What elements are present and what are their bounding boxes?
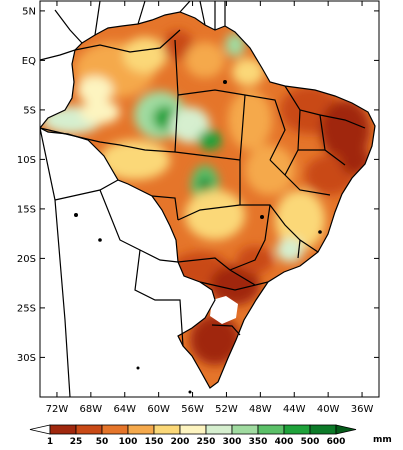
longitude-axis: 72W 68W 64W 60W 56W 52W 48W 44W 40W 36W xyxy=(46,1,374,415)
lon-tick-label: 56W xyxy=(181,404,204,415)
colorbar-label: 600 xyxy=(327,437,346,447)
map-frame xyxy=(39,0,380,398)
colorbar-swatch xyxy=(309,424,337,435)
lat-tick-label: 15S xyxy=(17,204,36,215)
lon-tick-label: 36W xyxy=(351,404,374,415)
lat-tick-label: 30S xyxy=(17,353,36,364)
latitude-axis: 5N EQ 5S 10S 15S 20S 25S 30S xyxy=(17,6,379,364)
lat-tick-label: 25S xyxy=(17,303,36,314)
colorbar-low-triangle xyxy=(29,424,51,435)
colorbar-label: 150 xyxy=(145,437,164,447)
colorbar-swatch xyxy=(101,424,129,435)
colorbar-unit: mm xyxy=(373,435,392,445)
colorbar-label: 200 xyxy=(171,437,190,447)
colorbar-swatch xyxy=(127,424,155,435)
lake-markers xyxy=(74,80,322,394)
colorbar-swatch xyxy=(257,424,285,435)
lon-tick-label: 68W xyxy=(80,404,103,415)
boundaries xyxy=(40,1,376,397)
colorbar-label: 250 xyxy=(197,437,216,447)
lat-tick-label: 10S xyxy=(17,155,36,166)
lon-tick-label: 64W xyxy=(113,404,136,415)
colorbar-high-triangle xyxy=(335,424,357,435)
colorbar-label: 1 xyxy=(47,437,53,447)
lon-tick-label: 40W xyxy=(317,404,340,415)
lon-tick-label: 44W xyxy=(283,404,306,415)
lat-tick-label: 20S xyxy=(17,254,36,265)
colorbar-swatch xyxy=(231,424,259,435)
lon-tick-label: 52W xyxy=(215,404,238,415)
lon-tick-label: 72W xyxy=(46,404,69,415)
colorbar-swatch xyxy=(153,424,181,435)
colorbar-label: 100 xyxy=(119,437,138,447)
lon-tick-label: 48W xyxy=(249,404,272,415)
colorbar-label: 50 xyxy=(96,437,109,447)
colorbar-swatch xyxy=(49,424,77,435)
lat-tick-label: 5N xyxy=(22,6,36,17)
lat-tick-label: 5S xyxy=(23,105,36,116)
colorbar: 1 25 50 100 150 200 250 300 350 400 500 600 xyxy=(29,424,357,447)
colorbar-label: 25 xyxy=(70,437,83,447)
colorbar-label: 400 xyxy=(275,437,294,447)
lat-tick-label: EQ xyxy=(22,56,36,67)
colorbar-label: 300 xyxy=(223,437,242,447)
colorbar-label: 350 xyxy=(249,437,268,447)
map-frame-area xyxy=(40,1,379,397)
colorbar-swatch xyxy=(283,424,311,435)
dry-patch xyxy=(210,296,238,324)
lon-tick-label: 60W xyxy=(147,404,170,415)
colorbar-swatch xyxy=(205,424,233,435)
colorbar-label: 500 xyxy=(301,437,320,447)
colorbar-swatch xyxy=(179,424,207,435)
colorbar-swatch xyxy=(75,424,103,435)
